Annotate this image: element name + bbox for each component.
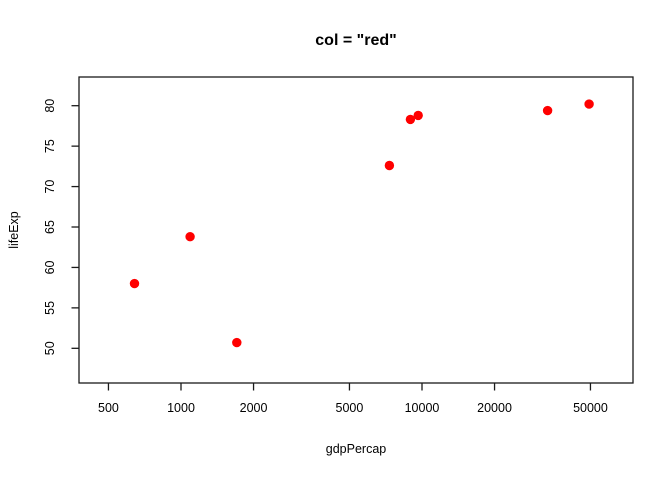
data-point [413,110,423,121]
x-tick-label: 10000 [405,401,440,415]
x-tick-label: 1000 [167,401,195,415]
plot-title: col = "red" [315,32,396,49]
x-tick-label: 20000 [477,401,512,415]
x-tick-label: 50000 [573,401,608,415]
x-tick-label: 2000 [240,401,268,415]
data-point [542,105,553,116]
y-tick-label: 55 [43,301,57,315]
points-layer [129,99,594,348]
data-point [232,337,242,348]
y-tick-label: 70 [43,180,57,194]
y-tick-label: 65 [43,220,57,234]
data-point [584,99,594,109]
data-point [185,232,195,242]
y-tick-label: 75 [43,139,57,153]
x-tick-label: 500 [98,401,119,415]
y-axis: 50 55 60 65 70 75 80 [43,99,79,355]
y-tick-label: 50 [43,341,57,355]
x-axis: 500 1000 2000 5000 10000 20000 50000 [98,383,608,415]
x-axis-title: gdpPercap [326,442,387,456]
y-tick-label: 60 [43,260,57,274]
x-tick-label: 5000 [336,401,364,415]
y-tick-label: 80 [43,99,57,113]
y-axis-title: lifeExp [7,211,21,249]
data-point [129,278,140,289]
data-point [384,160,395,171]
plot-frame [78,76,634,384]
data-point [405,114,416,125]
